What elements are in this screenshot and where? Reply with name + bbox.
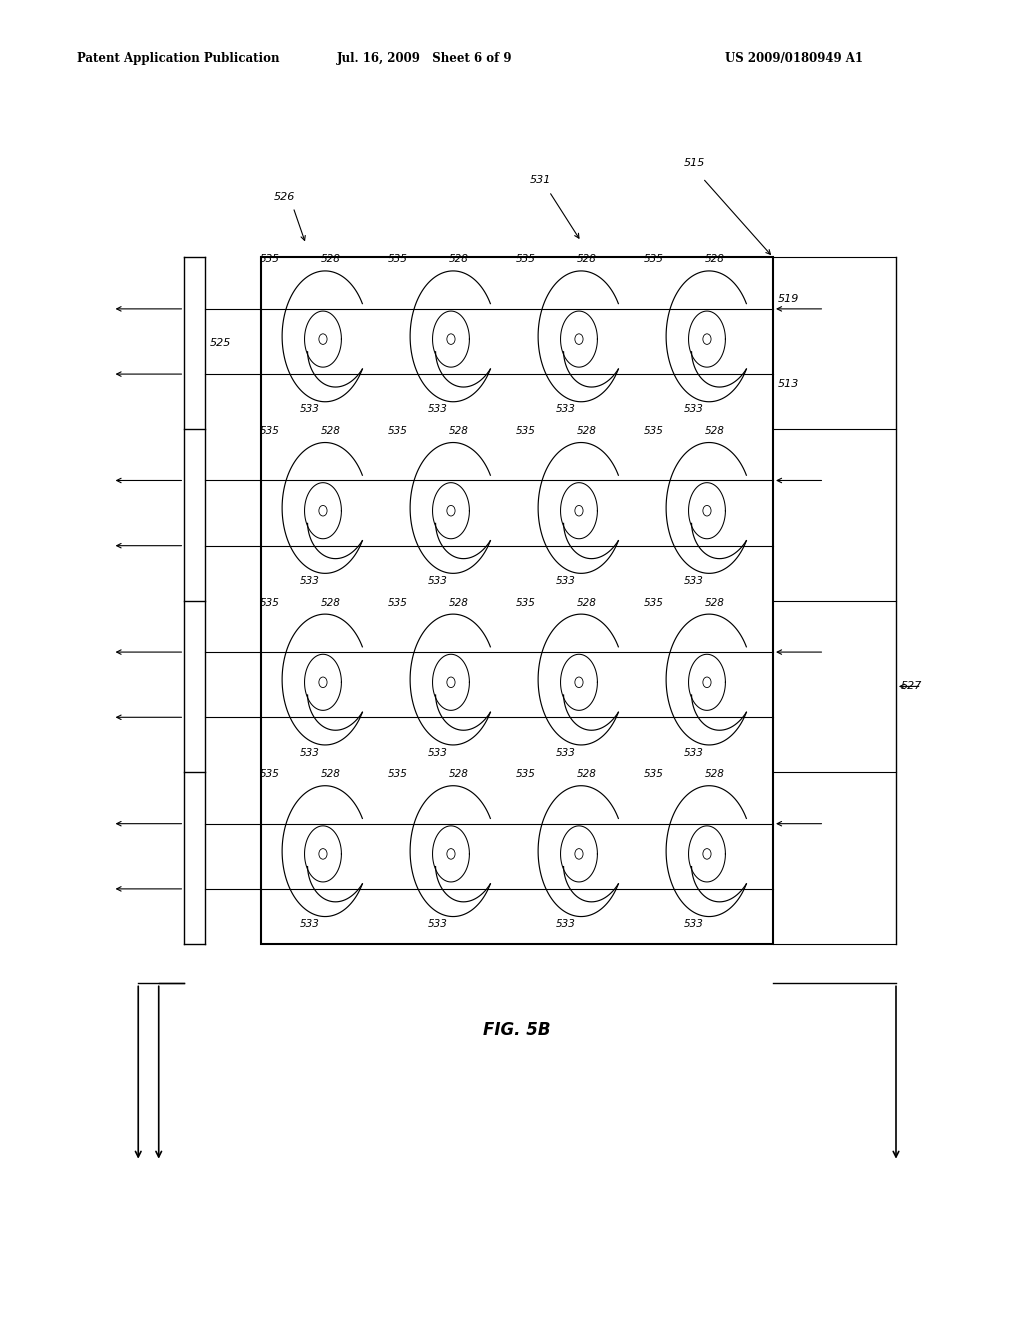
Text: 528: 528 [577, 255, 597, 264]
Circle shape [702, 334, 711, 345]
Text: 535: 535 [644, 426, 664, 436]
Circle shape [574, 677, 583, 688]
Text: 535: 535 [260, 255, 280, 264]
Text: 533: 533 [427, 576, 447, 586]
Text: 528: 528 [321, 598, 341, 607]
Text: 533: 533 [683, 576, 703, 586]
Circle shape [446, 849, 455, 859]
Text: 528: 528 [705, 770, 725, 779]
Text: 533: 533 [683, 919, 703, 929]
Text: 533: 533 [683, 404, 703, 414]
Text: 527: 527 [901, 681, 923, 692]
Text: 533: 533 [683, 747, 703, 758]
Text: 525: 525 [210, 338, 231, 348]
Text: 535: 535 [644, 255, 664, 264]
Text: 535: 535 [260, 598, 280, 607]
Text: 533: 533 [299, 747, 319, 758]
Text: 535: 535 [388, 770, 408, 779]
Text: 533: 533 [555, 404, 575, 414]
Text: 533: 533 [555, 747, 575, 758]
Text: 528: 528 [321, 770, 341, 779]
Text: 513: 513 [778, 379, 800, 389]
Text: 533: 533 [555, 919, 575, 929]
Circle shape [702, 677, 711, 688]
Text: 531: 531 [530, 174, 551, 185]
Text: 535: 535 [388, 255, 408, 264]
Circle shape [446, 334, 455, 345]
Text: 535: 535 [516, 255, 536, 264]
Text: 535: 535 [644, 598, 664, 607]
Text: 533: 533 [555, 576, 575, 586]
Text: 528: 528 [577, 426, 597, 436]
Text: 528: 528 [705, 426, 725, 436]
Text: Jul. 16, 2009   Sheet 6 of 9: Jul. 16, 2009 Sheet 6 of 9 [337, 51, 513, 65]
Text: 535: 535 [260, 770, 280, 779]
Circle shape [318, 849, 327, 859]
Text: 533: 533 [427, 919, 447, 929]
Text: 533: 533 [299, 919, 319, 929]
Text: 515: 515 [684, 157, 705, 168]
Circle shape [574, 849, 583, 859]
Text: 528: 528 [449, 255, 469, 264]
Text: 528: 528 [705, 598, 725, 607]
Text: 528: 528 [321, 255, 341, 264]
Text: 526: 526 [274, 191, 295, 202]
Text: 535: 535 [516, 598, 536, 607]
Text: 533: 533 [427, 747, 447, 758]
Text: 528: 528 [449, 770, 469, 779]
Text: 528: 528 [705, 255, 725, 264]
Text: 533: 533 [299, 404, 319, 414]
Text: 535: 535 [388, 426, 408, 436]
Circle shape [574, 334, 583, 345]
Text: Patent Application Publication: Patent Application Publication [77, 51, 280, 65]
Text: 535: 535 [260, 426, 280, 436]
Text: 528: 528 [449, 426, 469, 436]
Text: US 2009/0180949 A1: US 2009/0180949 A1 [725, 51, 862, 65]
Text: 533: 533 [427, 404, 447, 414]
Circle shape [446, 506, 455, 516]
Text: 533: 533 [299, 576, 319, 586]
Text: FIG. 5B: FIG. 5B [483, 1020, 551, 1039]
Text: 528: 528 [577, 770, 597, 779]
Text: 535: 535 [516, 426, 536, 436]
Bar [261, 257, 773, 944]
Circle shape [318, 677, 327, 688]
Circle shape [446, 677, 455, 688]
Text: 528: 528 [321, 426, 341, 436]
Text: 519: 519 [778, 293, 800, 304]
Circle shape [574, 506, 583, 516]
Text: 535: 535 [388, 598, 408, 607]
Circle shape [318, 506, 327, 516]
Text: 528: 528 [577, 598, 597, 607]
Text: 528: 528 [449, 598, 469, 607]
Circle shape [318, 334, 327, 345]
Text: 535: 535 [516, 770, 536, 779]
Circle shape [702, 506, 711, 516]
Text: 535: 535 [644, 770, 664, 779]
Circle shape [702, 849, 711, 859]
